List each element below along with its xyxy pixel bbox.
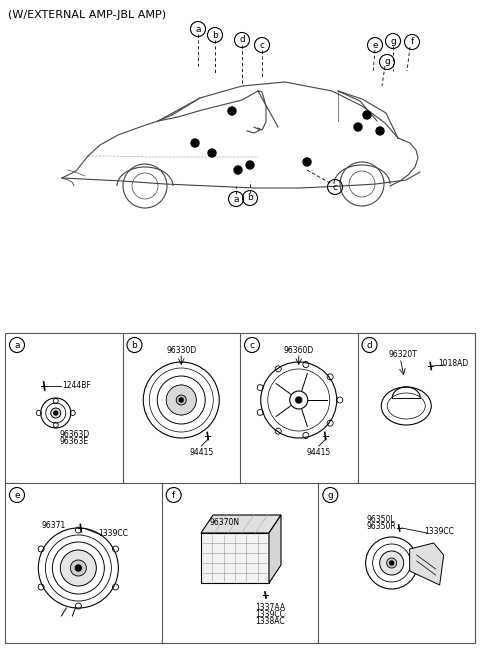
- Text: d: d: [239, 36, 245, 45]
- Text: 96363E: 96363E: [60, 437, 89, 446]
- Text: c: c: [260, 40, 264, 49]
- Text: 94415: 94415: [189, 448, 214, 457]
- Text: a: a: [14, 340, 20, 349]
- Text: b: b: [247, 194, 253, 202]
- Polygon shape: [269, 515, 281, 583]
- Text: 96320T: 96320T: [388, 350, 417, 359]
- Circle shape: [246, 161, 254, 169]
- Text: 1337AA: 1337AA: [255, 603, 285, 612]
- Text: g: g: [327, 491, 333, 500]
- Text: 96330D: 96330D: [166, 346, 196, 355]
- Circle shape: [51, 408, 61, 418]
- Circle shape: [354, 123, 362, 131]
- Text: 94415: 94415: [307, 448, 331, 457]
- Circle shape: [166, 385, 196, 415]
- Text: 96363D: 96363D: [60, 430, 90, 439]
- Text: c: c: [250, 340, 254, 349]
- Circle shape: [234, 166, 242, 174]
- Text: 96370N: 96370N: [210, 518, 240, 527]
- Text: f: f: [410, 38, 414, 47]
- Circle shape: [60, 550, 96, 586]
- Bar: [5, 333, 475, 643]
- Circle shape: [71, 560, 86, 576]
- Text: b: b: [212, 30, 218, 40]
- Text: g: g: [390, 36, 396, 45]
- Text: f: f: [172, 491, 175, 500]
- Circle shape: [191, 139, 199, 147]
- Text: 96350L: 96350L: [367, 515, 396, 524]
- Text: 96371: 96371: [41, 521, 66, 530]
- Text: 1339CC: 1339CC: [98, 529, 128, 537]
- Circle shape: [380, 551, 404, 575]
- Circle shape: [179, 398, 183, 402]
- Text: g: g: [384, 58, 390, 67]
- Circle shape: [363, 111, 371, 119]
- Text: d: d: [367, 340, 372, 349]
- Text: (W/EXTERNAL AMP-JBL AMP): (W/EXTERNAL AMP-JBL AMP): [8, 10, 166, 20]
- Text: a: a: [195, 25, 201, 34]
- Text: c: c: [333, 183, 337, 192]
- Circle shape: [228, 107, 236, 115]
- Text: 1338AC: 1338AC: [255, 617, 285, 626]
- Circle shape: [303, 158, 311, 166]
- Text: e: e: [372, 40, 378, 49]
- Polygon shape: [201, 515, 281, 533]
- Text: 1244BF: 1244BF: [62, 382, 91, 391]
- Circle shape: [387, 558, 396, 568]
- Bar: [201, 533, 269, 583]
- Text: e: e: [14, 491, 20, 500]
- Text: 1339CC: 1339CC: [255, 610, 285, 619]
- Circle shape: [54, 411, 58, 415]
- Text: 96350R: 96350R: [367, 522, 396, 531]
- Text: 96360D: 96360D: [284, 346, 314, 355]
- Text: 1339CC: 1339CC: [425, 527, 455, 537]
- Circle shape: [75, 565, 81, 571]
- Circle shape: [376, 127, 384, 135]
- Circle shape: [208, 149, 216, 157]
- Text: b: b: [132, 340, 137, 349]
- Text: a: a: [233, 194, 239, 203]
- Circle shape: [176, 395, 186, 405]
- Text: 1018AD: 1018AD: [438, 360, 468, 369]
- Circle shape: [296, 397, 302, 403]
- Circle shape: [390, 561, 394, 565]
- Polygon shape: [409, 543, 444, 585]
